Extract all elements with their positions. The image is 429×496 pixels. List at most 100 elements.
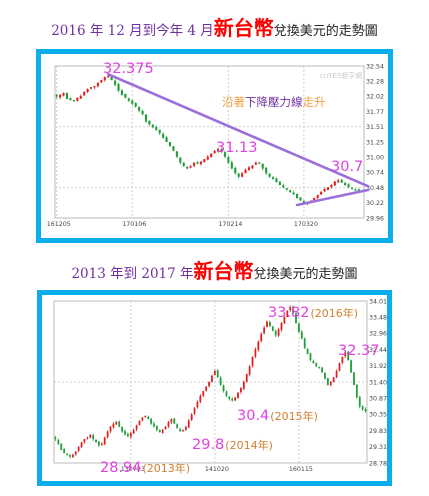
chart1-candle (162, 134, 165, 138)
chart1-candle (155, 127, 158, 131)
chart1-candle (186, 166, 189, 169)
chart1-y-tick-label: 30.48 (366, 185, 384, 192)
chart1-candle (261, 163, 264, 169)
chart1-candle (289, 190, 292, 193)
chart2-candle (332, 377, 335, 382)
chart2-candle (167, 422, 170, 427)
chart2-candle (69, 455, 71, 457)
chart1-candle (83, 91, 86, 96)
chart1-candle (144, 114, 148, 122)
chart1-watermark: cnYES鉅亨網 (320, 71, 362, 80)
chart1-note-part3: 走升 (303, 95, 326, 109)
chart2-candle (95, 439, 97, 443)
chart2-candle (234, 397, 237, 401)
chart2-annotation-year: (2013年) (143, 461, 191, 475)
chart1-candle (89, 87, 93, 89)
chart1-y-tick-label: 31.77 (366, 109, 384, 116)
chart2-candle (245, 374, 248, 382)
chart1-candle (354, 189, 357, 191)
chart2-y-tick-label: 30.35 (369, 412, 387, 419)
chart2-candle (100, 443, 103, 446)
chart2-candle (202, 391, 205, 396)
chart2-candle (260, 333, 263, 342)
chart1-y-tick-label: 32.28 (366, 79, 384, 86)
chart2-annotation-value: 33.82 (268, 305, 310, 321)
chart2-candle (324, 372, 326, 379)
chart1-candle (86, 88, 89, 92)
chart1-candle (251, 165, 254, 169)
chart1-candle (330, 185, 333, 188)
chart2-y-tick-label: 29.83 (369, 428, 387, 435)
chart1-plot-area (54, 65, 365, 219)
chart2-candle (89, 434, 92, 438)
chart2-candle (216, 370, 219, 378)
chart1-candle (117, 84, 120, 91)
chart2-candle (77, 446, 80, 451)
chart2-x-tick-label: 160115 (289, 466, 313, 473)
chart1-annotation-value: 32.375 (103, 61, 154, 77)
chart1-candle (120, 90, 124, 95)
chart2-candle (257, 341, 260, 350)
chart1-candle (196, 162, 199, 164)
chart2-candle (83, 439, 86, 443)
chart1-candle (275, 178, 278, 183)
chart2-candle (347, 351, 350, 361)
chart2-heading-currency: 新台幣 (193, 259, 254, 283)
chart2-svg: 34.01 33.48 32.96 32.44 31.92 31.40 30.87 30.35… (53, 298, 387, 476)
chart1-y-tick-label: 32.02 (366, 94, 384, 101)
chart2-candle (312, 360, 315, 364)
chart2-candle (344, 351, 347, 357)
chart2-candle (300, 331, 303, 339)
chart1-candle (217, 149, 220, 152)
chart2-candle (242, 381, 245, 389)
chart2-candle (280, 322, 283, 330)
chart2-candle (98, 441, 100, 446)
chart2-frame: 34.01 33.48 32.96 32.44 31.92 31.40 30.87 30.35… (37, 290, 392, 486)
chart1-candle (337, 180, 340, 183)
chart1-candle (107, 76, 110, 78)
chart1-y-tick-label: 30.74 (366, 170, 384, 177)
chart2-candle (358, 396, 361, 407)
chart2-candle (248, 366, 251, 375)
chart1-x-tick-label: 170106 (122, 221, 146, 228)
chart2-candle (213, 371, 216, 376)
chart1-candle (138, 106, 141, 111)
chart1-candle (110, 76, 113, 81)
chart2-candle (219, 377, 222, 385)
chart2-candle (309, 353, 312, 361)
chart1-candle (76, 97, 79, 101)
chart1-y-tick-label: 29.96 (366, 215, 384, 222)
chart1-candle (96, 83, 99, 87)
chart1-candle (295, 194, 299, 198)
chart1-candle (151, 125, 154, 128)
chart2-candle (329, 381, 332, 386)
chart2-candle (286, 310, 289, 317)
chart1-candle (223, 152, 227, 157)
chart1-y-tick-label: 31.00 (366, 155, 384, 162)
chart2-annotation-year: (2016年) (311, 306, 359, 320)
chart2-candle (338, 363, 341, 371)
chart1-trendline-support (295, 188, 370, 207)
chart2-heading-pre: 2013 年到 2017 年 (71, 266, 194, 282)
chart2-candle (228, 396, 231, 399)
chart2-candle (231, 398, 234, 401)
chart2-candle (86, 437, 89, 439)
chart1-candle (148, 120, 151, 125)
chart1-candle (100, 80, 103, 83)
chart1-candle (62, 93, 65, 96)
chart2-y-tick-label: 32.44 (369, 347, 387, 354)
chart1-trendline-resistance (106, 72, 370, 188)
chart1-candle (347, 184, 350, 188)
chart2-candle (205, 386, 208, 391)
chart2-candle (57, 439, 60, 444)
chart1-candle (124, 94, 127, 98)
chart2-candle (158, 430, 161, 433)
chart1-annotation-value: 31.13 (216, 140, 258, 156)
chart2-candle (118, 421, 121, 427)
chart1-candle (175, 151, 178, 157)
chart1-candle (168, 142, 172, 147)
chart2-candle (237, 392, 239, 399)
chart1-y-tick-label: 32.54 (366, 63, 384, 70)
chart2-candle (315, 363, 318, 367)
chart1-candle (182, 162, 185, 167)
